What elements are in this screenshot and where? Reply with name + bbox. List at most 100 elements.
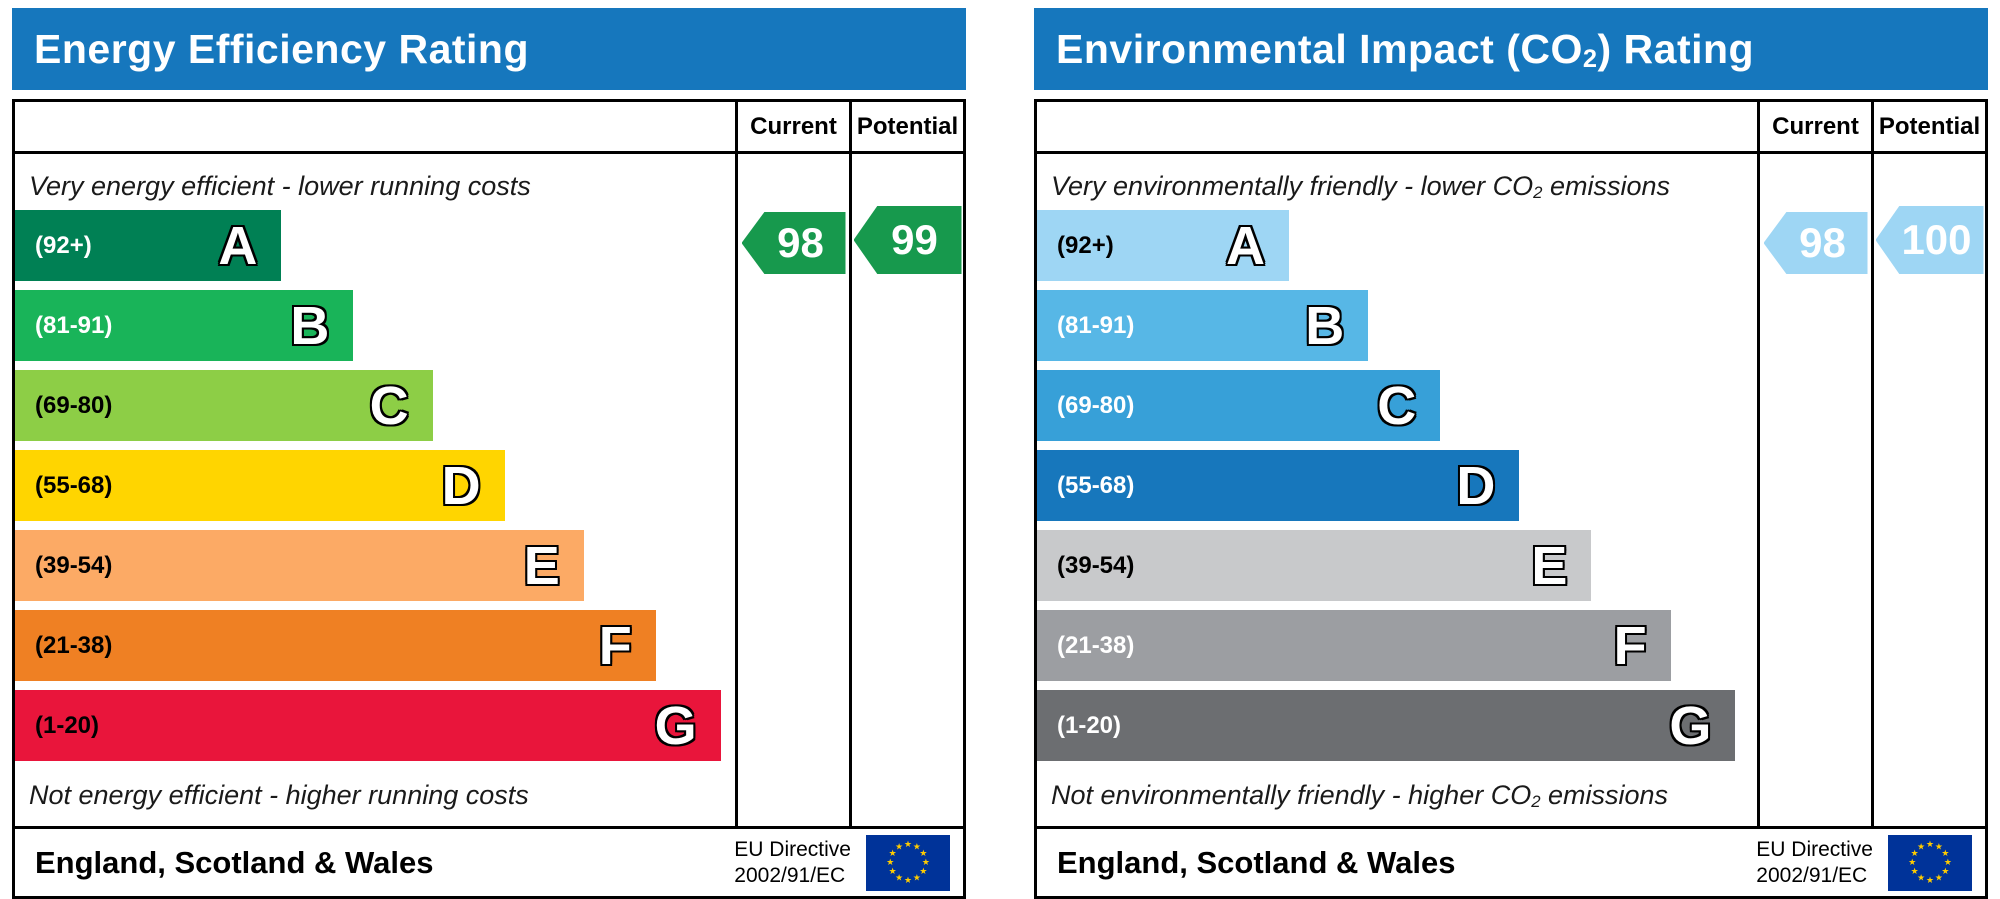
band-letter: G [1669,695,1712,756]
band-row-b: (81-91) B [15,290,735,361]
svg-text:★: ★ [904,840,912,850]
band-a: (92+) A [15,210,282,281]
band-range-label: (21-38) [1057,631,1135,659]
chart-header: Environmental Impact (CO2) Rating [1034,8,1988,90]
svg-text:★: ★ [1917,842,1925,852]
eu-directive-label: EU Directive 2002/91/EC [1756,838,1873,887]
svg-text:★: ★ [895,873,903,883]
band-f: (21-38) F [1037,610,1671,681]
band-g: (1-20) G [15,690,721,761]
rating-table: Current Potential Very environmentally f… [1034,99,1988,899]
band-range-label: (39-54) [35,551,113,579]
band-row-c: (69-80) C [15,370,735,441]
table-corner-cell [15,102,735,151]
column-header-row: Current Potential [1037,102,1985,154]
svg-text:★: ★ [1935,842,1943,852]
band-row-d: (55-68) D [1037,450,1757,521]
rating-body: Very environmentally friendly - lower CO… [1037,154,1985,826]
current-column-header: Current [1757,102,1871,151]
energy-efficiency-rating-chart: Energy Efficiency Rating Current Potenti… [12,8,966,899]
current-column: 98 [735,154,849,826]
column-header-row: Current Potential [15,102,963,154]
band-range-label: (92+) [1057,231,1114,259]
svg-text:★: ★ [1944,858,1952,868]
band-letter: B [290,295,330,356]
svg-text:★: ★ [1911,866,1919,876]
svg-text:★: ★ [1935,873,1943,883]
band-f: (21-38) F [15,610,656,681]
svg-text:★: ★ [1917,873,1925,883]
band-letter: G [654,695,697,756]
band-letter: C [1377,375,1417,436]
potential-column-header: Potential [849,102,963,151]
footer-row: England, Scotland & Wales EU Directive 2… [1037,826,1985,896]
band-letter: D [1456,455,1496,516]
band-list: (92+) A (81-91) B (69-80 [1037,210,1757,761]
svg-text:★: ★ [889,866,897,876]
svg-text:★: ★ [886,858,894,868]
current-rating-indicator: 98 [1763,212,1868,274]
svg-text:★: ★ [1926,875,1934,885]
band-range-label: (1-20) [1057,711,1122,739]
band-row-a: (92+) A [15,210,735,281]
band-range-label: (81-91) [1057,311,1135,339]
band-row-c: (69-80) C [1037,370,1757,441]
svg-text:★: ★ [919,849,927,859]
band-row-g: (1-20) G [15,690,735,761]
band-e: (39-54) E [1037,530,1592,601]
potential-rating-indicator: 100 [1875,206,1984,274]
band-d: (55-68) D [15,450,505,521]
potential-column: 99 [849,154,963,826]
eu-directive-label: EU Directive 2002/91/EC [734,838,851,887]
band-row-f: (21-38) F [15,610,735,681]
band-range-label: (21-38) [35,631,113,659]
svg-text:★: ★ [1926,840,1934,850]
band-c: (69-80) C [15,370,433,441]
band-row-b: (81-91) B [1037,290,1757,361]
band-range-label: (55-68) [35,471,113,499]
band-c: (69-80) C [1037,370,1441,441]
band-list: (92+) A (81-91) B (69-80 [15,210,735,761]
current-rating-indicator: 98 [741,212,846,274]
svg-text:★: ★ [1908,858,1916,868]
potential-rating-indicator: 99 [853,206,962,274]
region-label: England, Scotland & Wales [35,844,434,880]
eu-flag-icon: ★ ★ ★ ★ ★ ★ ★ ★ ★ ★ ★ ★ [866,834,950,891]
band-b: (81-91) B [15,290,354,361]
band-range-label: (69-80) [1057,391,1135,419]
current-rating-value: 98 [1799,219,1846,266]
svg-text:★: ★ [1911,849,1919,859]
footer-row: England, Scotland & Wales EU Directive 2… [15,826,963,896]
band-range-label: (81-91) [35,311,113,339]
band-letter: A [1226,215,1265,276]
band-row-f: (21-38) F [1037,610,1757,681]
band-d: (55-68) D [1037,450,1520,521]
band-letter: C [369,375,409,436]
svg-text:★: ★ [904,875,912,885]
band-range-label: (55-68) [1057,471,1135,499]
environmental-impact-rating-chart: Environmental Impact (CO2) Rating Curren… [1034,8,1988,899]
band-row-d: (55-68) D [15,450,735,521]
rating-body: Very energy efficient - lower running co… [15,154,963,826]
svg-text:★: ★ [913,842,921,852]
svg-text:★: ★ [913,873,921,883]
band-range-label: (69-80) [35,391,113,419]
band-row-a: (92+) A [1037,210,1757,281]
table-corner-cell [1037,102,1757,151]
band-g: (1-20) G [1037,690,1736,761]
band-letter: E [523,535,560,596]
svg-text:★: ★ [889,849,897,859]
band-range-label: (1-20) [35,711,100,739]
bands-area: Very environmentally friendly - lower CO… [1037,154,1757,826]
chart-title: Environmental Impact (CO2) Rating [1056,25,1755,74]
svg-text:★: ★ [919,866,927,876]
svg-text:★: ★ [1941,849,1949,859]
band-row-e: (39-54) E [15,530,735,601]
svg-text:★: ★ [922,858,930,868]
current-column-header: Current [735,102,849,151]
band-b: (81-91) B [1037,290,1369,361]
potential-column-header: Potential [1871,102,1985,151]
current-column: 98 [1757,154,1871,826]
potential-rating-value: 99 [891,216,938,263]
